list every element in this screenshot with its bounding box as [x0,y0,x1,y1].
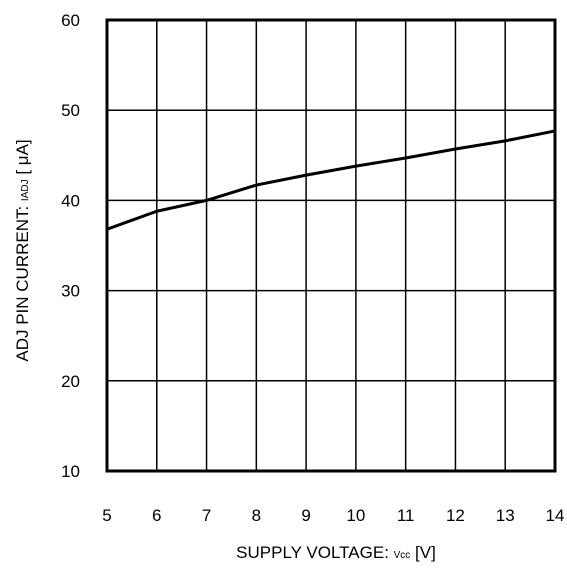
y-tick-label: 30 [61,282,80,301]
grid [107,20,555,471]
x-axis-title: SUPPLY VOLTAGE: Vcc [V] [236,543,436,562]
y-tick-label: 60 [61,11,80,30]
x-tick-label: 12 [446,506,465,525]
series-layer [106,129,556,231]
y-axis-title-unit: [ μA] [13,139,32,179]
x-tick-label: 14 [546,506,565,525]
x-tick-label: 5 [102,506,111,525]
y-axis-title-symbol: IADJ [20,179,31,201]
y-tick-label: 40 [61,191,80,210]
y-axis-title-main: ADJ PIN CURRENT: [13,201,32,362]
x-tick-labels: 5 6 7 8 9 10 11 12 13 14 [102,506,564,525]
x-tick-label: 13 [496,506,515,525]
y-axis-title: ADJ PIN CURRENT: IADJ [ μA] [13,139,32,361]
x-tick-label: 8 [252,506,261,525]
plot-frame [105,18,557,473]
y-tick-labels: 10 20 30 40 50 60 [61,11,80,481]
x-tick-label: 7 [202,506,211,525]
x-tick-label: 6 [152,506,161,525]
y-tick-label: 20 [61,372,80,391]
y-tick-label: 10 [61,462,80,481]
x-axis-title-symbol: Vcc [394,550,411,561]
x-axis-title-main: SUPPLY VOLTAGE: [236,543,393,562]
series-line [106,129,556,231]
y-tick-label: 50 [61,101,80,120]
x-tick-label: 10 [346,506,365,525]
x-axis-title-unit: [V] [410,543,436,562]
x-tick-label: 11 [397,506,415,525]
x-tick-label: 9 [301,506,310,525]
